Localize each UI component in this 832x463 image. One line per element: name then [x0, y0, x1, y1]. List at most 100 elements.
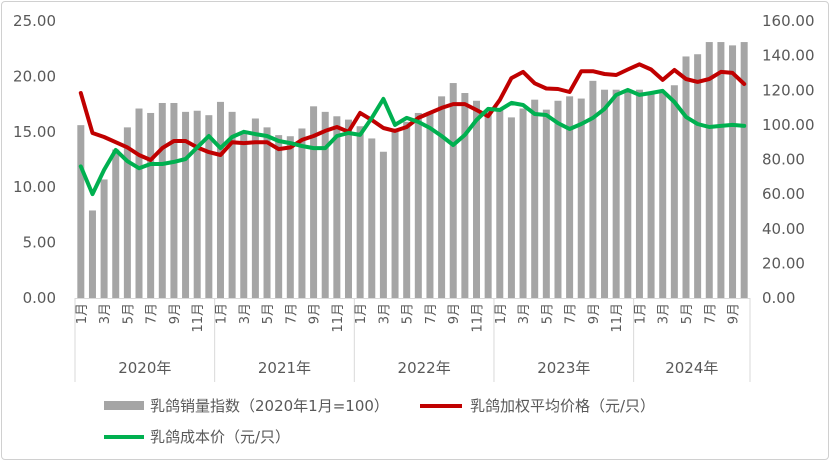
- month-tick-label: 7月: [284, 303, 299, 324]
- bar: [403, 121, 411, 298]
- y-left-tick-label: 10.00: [13, 178, 56, 196]
- month-tick-label: 7月: [564, 303, 579, 324]
- bar: [624, 89, 632, 298]
- legend-label: 乳鸽成本价（元/只）: [150, 428, 290, 446]
- bar: [601, 89, 609, 298]
- y-left-tick-label: 0.00: [23, 289, 56, 307]
- month-tick-label: 9月: [168, 303, 183, 324]
- bar: [705, 42, 713, 298]
- bar: [147, 112, 155, 299]
- y-right-tick-label: 20.00: [762, 254, 805, 272]
- bar: [635, 89, 643, 298]
- y-right-tick-label: 60.00: [762, 185, 805, 203]
- month-tick-label: 11月: [610, 303, 625, 333]
- bar: [100, 179, 108, 298]
- year-label: 2024年: [665, 359, 718, 377]
- bar: [123, 127, 131, 298]
- month-tick-label: 3月: [377, 303, 392, 324]
- bar: [391, 128, 399, 298]
- month-tick-label: 1月: [214, 303, 229, 324]
- bar: [170, 102, 178, 298]
- bar: [670, 85, 678, 298]
- bar: [286, 136, 294, 298]
- month-tick-label: 5月: [121, 303, 136, 324]
- month-tick-label: 1月: [633, 303, 648, 324]
- bar: [135, 108, 143, 298]
- y-right-tick-label: 140.00: [762, 47, 815, 65]
- bar: [158, 102, 166, 298]
- year-label: 2020年: [118, 359, 171, 377]
- bar: [566, 96, 574, 299]
- month-tick-label: 9月: [308, 303, 323, 324]
- month-tick-label: 3月: [98, 303, 113, 324]
- bar: [729, 45, 737, 298]
- month-tick-label: 7月: [424, 303, 439, 324]
- month-tick-label: 9月: [447, 303, 462, 324]
- month-tick-label: 3月: [517, 303, 532, 324]
- bar: [182, 111, 190, 298]
- month-tick-label: 3月: [238, 303, 253, 324]
- bar: [484, 110, 492, 298]
- y-right-tick-label: 120.00: [762, 81, 815, 99]
- y-left-tick-label: 25.00: [13, 12, 56, 30]
- bar: [647, 91, 655, 298]
- bar: [298, 128, 306, 298]
- y-right-tick-label: 160.00: [762, 12, 815, 30]
- bar: [112, 149, 120, 298]
- bar: [205, 115, 213, 299]
- month-tick-label: 1月: [75, 303, 90, 324]
- bar: [612, 89, 620, 298]
- bar: [577, 98, 585, 298]
- bar: [461, 93, 469, 299]
- bar: [251, 118, 259, 298]
- bar: [77, 125, 85, 298]
- bar: [414, 112, 422, 299]
- bar: [275, 135, 283, 298]
- month-tick-label: 1月: [354, 303, 369, 324]
- legend-label: 乳鸽销量指数（2020年1月=100）: [150, 397, 389, 415]
- bar: [589, 80, 597, 298]
- y-left-tick-label: 15.00: [13, 123, 56, 141]
- bar: [216, 101, 224, 298]
- bar: [321, 111, 329, 298]
- bar: [473, 100, 481, 298]
- bar: [659, 91, 667, 298]
- bar: [426, 111, 434, 298]
- year-label: 2022年: [398, 359, 451, 377]
- y-right-tick-label: 80.00: [762, 151, 805, 169]
- month-tick-label: 11月: [191, 303, 206, 333]
- y-left-tick-label: 20.00: [13, 67, 56, 85]
- year-label: 2021年: [258, 359, 311, 377]
- y-left-tick-label: 5.00: [23, 234, 56, 252]
- bar: [694, 54, 702, 298]
- bar: [263, 127, 271, 298]
- month-tick-label: 5月: [401, 303, 416, 324]
- legend-label: 乳鸽加权平均价格（元/只）: [470, 397, 655, 415]
- bar: [554, 100, 562, 298]
- bar: [682, 56, 690, 299]
- month-tick-label: 5月: [540, 303, 555, 324]
- year-label: 2023年: [537, 359, 590, 377]
- bar: [449, 83, 457, 298]
- month-tick-label: 5月: [680, 303, 695, 324]
- bar: [507, 117, 515, 298]
- legend-bar-swatch: [104, 401, 144, 410]
- month-tick-label: 1月: [494, 303, 509, 324]
- month-tick-label: 9月: [727, 303, 742, 324]
- month-tick-label: 7月: [145, 303, 160, 324]
- bar: [496, 109, 504, 298]
- month-tick-label: 11月: [331, 303, 346, 333]
- bar: [542, 109, 550, 298]
- bar: [228, 111, 236, 298]
- cost-line: [78, 87, 747, 197]
- bar: [379, 151, 387, 298]
- bar: [240, 131, 248, 298]
- month-tick-label: 7月: [703, 303, 718, 324]
- bar: [333, 116, 341, 299]
- bar: [519, 108, 527, 298]
- y-right-tick-label: 100.00: [762, 116, 815, 134]
- bar: [344, 119, 352, 298]
- month-tick-label: 5月: [261, 303, 276, 324]
